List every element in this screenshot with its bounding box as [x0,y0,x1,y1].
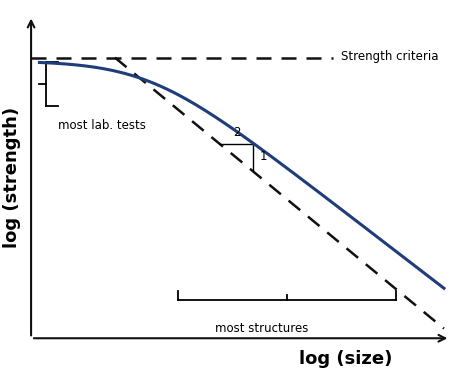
Text: 2: 2 [233,126,240,139]
Text: log (strength): log (strength) [3,106,21,247]
Text: most structures: most structures [215,322,308,335]
Text: log (size): log (size) [299,350,392,368]
Text: most lab. tests: most lab. tests [58,119,146,132]
Text: 1: 1 [260,150,267,163]
Text: Strength criteria: Strength criteria [341,49,439,62]
